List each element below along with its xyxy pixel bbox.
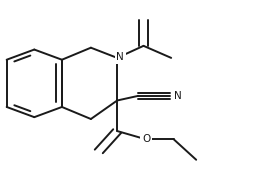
Text: N: N (117, 52, 124, 62)
Text: O: O (142, 134, 150, 144)
Text: N: N (174, 91, 182, 101)
